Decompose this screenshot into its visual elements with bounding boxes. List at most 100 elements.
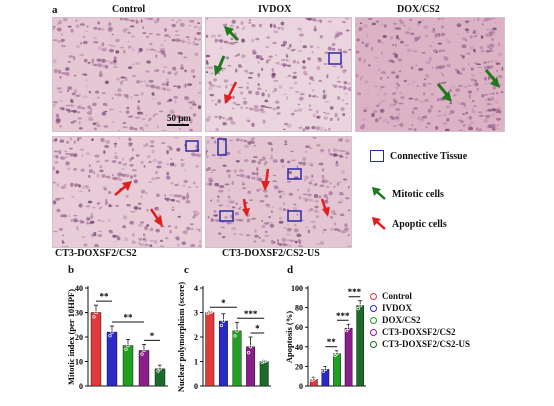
apoptic-arrow-icon [224, 81, 238, 104]
legend-marker-icon [370, 340, 377, 348]
legend-entry: CT3-DOXSF2/CS2-US [370, 338, 470, 350]
y-tick-label-b: 10 [75, 358, 83, 367]
legend-entry: IVDOX [370, 302, 470, 314]
apoptic-arrow-icon [320, 198, 330, 217]
data-point-b-2 [128, 340, 132, 344]
data-point-c-3 [248, 345, 253, 349]
legend-entry-label: IVDOX [382, 303, 413, 313]
data-point-d-3 [344, 328, 349, 333]
apoptic-arrow-icon [372, 217, 386, 230]
data-point-c-1 [223, 315, 228, 319]
data-point-b-2 [126, 343, 130, 348]
bar-c-1 [218, 320, 228, 387]
data-point-b-1 [110, 330, 114, 334]
data-point-c-3 [250, 339, 255, 343]
bar-b-1 [106, 331, 118, 387]
significance-label-b-1: ** [124, 312, 134, 322]
histology-ivdox [205, 17, 352, 132]
legend-d-list: Control IVDOX DOX/CS2 CT3-DOXSF2/CS2 CT3-DOX… [370, 290, 470, 350]
connective-tissue-box [185, 140, 199, 152]
label-dox-cs2: DOX/CS2 [397, 4, 440, 15]
y-axis-label-c: Nuclear polymorphism (score) [176, 282, 186, 392]
y-tick-label-d: 100 [291, 284, 303, 293]
data-point-b-4 [156, 369, 160, 373]
legend-entry: Control [370, 290, 470, 302]
apoptic-arrow-icon [242, 198, 250, 217]
legend-entry-label: CT3-DOXSF2/CS2-US [382, 339, 471, 349]
bar-d-0 [309, 378, 318, 387]
bar-b-2 [122, 345, 134, 387]
bar-b-4 [154, 368, 166, 387]
mitotic-arrow-icon [224, 26, 240, 42]
y-tick-label-d: 40 [295, 343, 303, 352]
significance-label-d-0: ** [327, 337, 337, 347]
legend-apoptic-label: Apoptic cells [392, 218, 447, 230]
data-point-d-2 [335, 352, 339, 356]
significance-label-d-1: *** [336, 311, 350, 321]
label-ivdox: IVDOX [258, 4, 292, 15]
significance-label-c-2: * [255, 324, 260, 334]
connective-tissue-box [287, 210, 302, 222]
y-tick-label-c: 2 [194, 333, 198, 342]
legend-entry: CT3-DOXSF2/CS2 [370, 326, 470, 338]
legend-entry-label: CT3-DOXSF2/CS2 [382, 327, 456, 337]
data-point-c-0 [210, 310, 214, 314]
histology-control-texture [53, 18, 201, 131]
data-point-d-3 [346, 326, 351, 330]
mitotic-arrow-icon [484, 69, 500, 88]
data-point-d-2 [333, 353, 337, 358]
data-point-d-1 [325, 365, 330, 370]
legend-entry: DOX/CS2 [370, 314, 470, 326]
bar-d-4 [356, 305, 365, 387]
legend-marker-icon [370, 292, 377, 300]
legend-mitotic: Mitotic cells [370, 186, 444, 202]
y-tick-label-c: 3 [194, 309, 198, 318]
data-point-b-2 [124, 347, 128, 351]
data-point-c-1 [221, 319, 226, 323]
connective-tissue-box [287, 168, 302, 180]
y-tick-label-d: 60 [295, 323, 303, 332]
significance-label-c-0: * [221, 298, 226, 308]
y-tick-label-d: 80 [295, 304, 303, 313]
y-axis-label-d: Apoptosis (%) [284, 311, 294, 363]
data-point-b-1 [108, 334, 112, 338]
data-point-c-3 [246, 351, 251, 355]
data-point-b-0 [96, 306, 100, 310]
data-point-c-2 [237, 324, 241, 328]
data-point-d-1 [323, 367, 328, 371]
bar-d-2 [333, 353, 341, 387]
y-tick-label-d: 20 [295, 362, 303, 371]
data-point-b-0 [94, 310, 98, 315]
y-tick-label-d: 0 [299, 382, 303, 391]
legend-marker-icon [370, 316, 377, 324]
legend-mitotic-label: Mitotic cells [392, 188, 444, 200]
y-tick-label-c: 0 [194, 382, 198, 391]
bar-c-0 [205, 312, 215, 387]
significance-label-c-1: *** [244, 309, 258, 319]
y-tick-label-b: 20 [75, 333, 83, 342]
histology-ct3-doxsf2-cs2-us-texture [206, 137, 351, 247]
bar-c-4 [259, 361, 269, 387]
data-point-b-4 [160, 364, 164, 369]
panel-a-letter: a [52, 4, 58, 16]
connective-tissue-box [328, 52, 342, 65]
significance-label-b-0: ** [100, 292, 110, 302]
bar-b-0 [90, 312, 102, 387]
significance-label-d-2: *** [348, 287, 362, 297]
histology-dox-cs2-texture [356, 18, 504, 131]
data-point-d-2 [337, 350, 341, 354]
data-point-d-4 [360, 301, 364, 305]
legend-marker-icon [370, 304, 377, 312]
label-ct3-doxsf2-cs2-us: CT3-DOXSF2/CS2-US [222, 248, 320, 259]
panel-c-letter: c [184, 264, 189, 276]
data-point-b-4 [158, 367, 162, 371]
data-point-b-3 [144, 345, 148, 349]
mitotic-arrow-icon [436, 83, 452, 102]
histology-ct3-doxsf2-cs2-us [205, 136, 352, 248]
scale-bar-label: 50 μm [167, 113, 191, 123]
connective-box-icon [370, 150, 384, 162]
histology-ct3-doxsf2-cs2-texture [53, 137, 201, 247]
legend-connective: Connective Tissue [370, 150, 467, 162]
connective-tissue-box [217, 138, 227, 156]
